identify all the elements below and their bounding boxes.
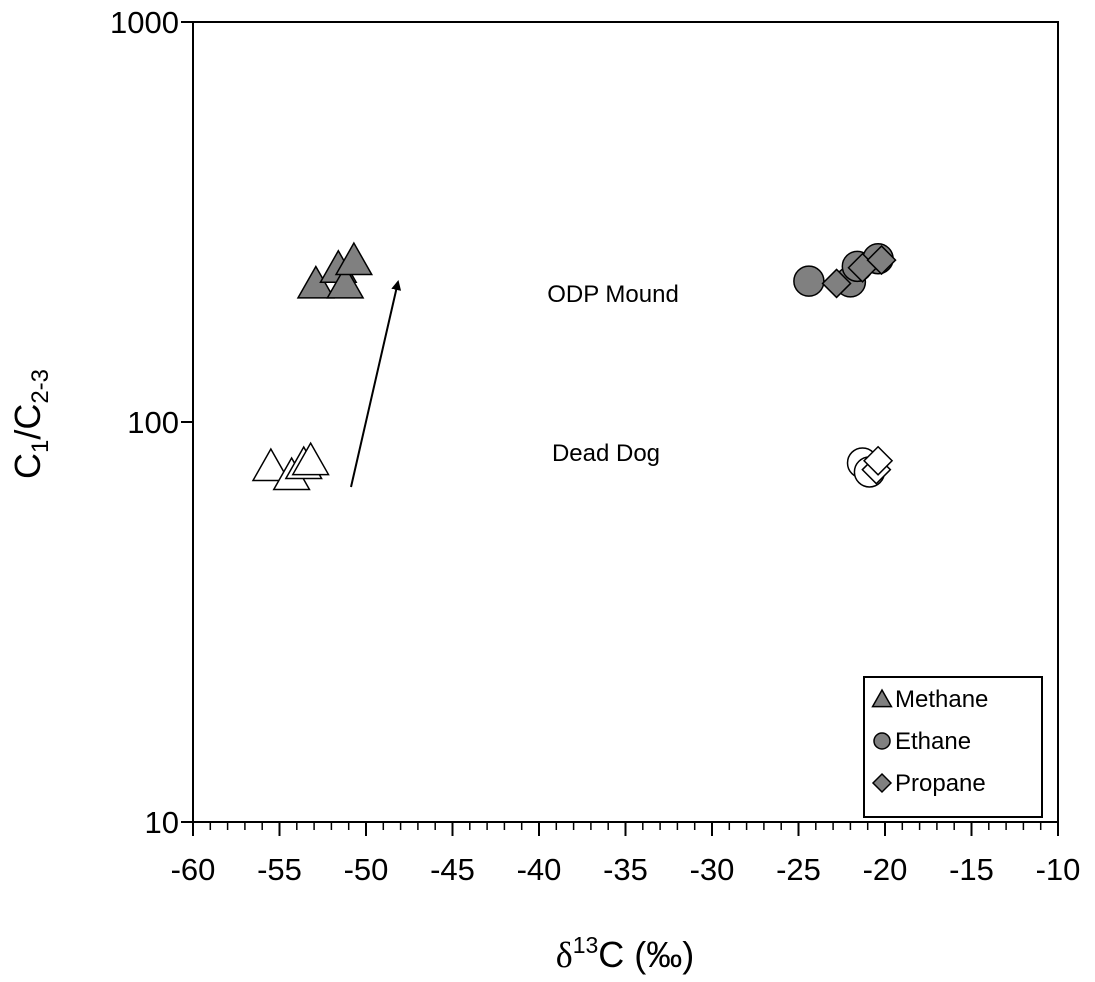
point: [326, 264, 365, 299]
x-tick-label: -20: [863, 852, 908, 887]
y-tick-label: 100: [127, 405, 179, 440]
annotation: ODP Mound: [547, 281, 679, 308]
y-axis-label: C1/C2-3: [7, 369, 54, 479]
x-tick-label: -50: [344, 852, 389, 887]
x-tick-label: -25: [776, 852, 821, 887]
point: [866, 245, 897, 276]
point: [291, 441, 330, 476]
point: [334, 241, 374, 276]
x-tick-label: -60: [171, 852, 216, 887]
legend-label: Methane: [895, 686, 988, 713]
x-axis-label: δ13C (‰): [556, 932, 695, 975]
legend-marker: [871, 772, 893, 794]
legend: [863, 676, 1043, 818]
x-tick-label: -30: [690, 852, 735, 887]
arrow: [350, 280, 402, 488]
x-tick-label: -55: [257, 852, 302, 887]
annotation: Dead Dog: [552, 440, 660, 467]
point: [251, 447, 290, 482]
x-tick-label: -10: [1036, 852, 1081, 887]
legend-marker: [873, 732, 891, 750]
legend-label: Propane: [895, 770, 986, 797]
y-tick-label: 10: [145, 805, 179, 840]
x-tick-label: -15: [949, 852, 994, 887]
x-tick-label: -35: [603, 852, 648, 887]
point: [863, 445, 894, 476]
legend-marker: [871, 688, 893, 708]
point: [793, 265, 825, 297]
x-tick-label: -45: [430, 852, 475, 887]
point: [821, 268, 852, 299]
y-tick-label: 1000: [110, 5, 179, 40]
x-tick-label: -40: [517, 852, 562, 887]
legend-label: Ethane: [895, 728, 971, 755]
